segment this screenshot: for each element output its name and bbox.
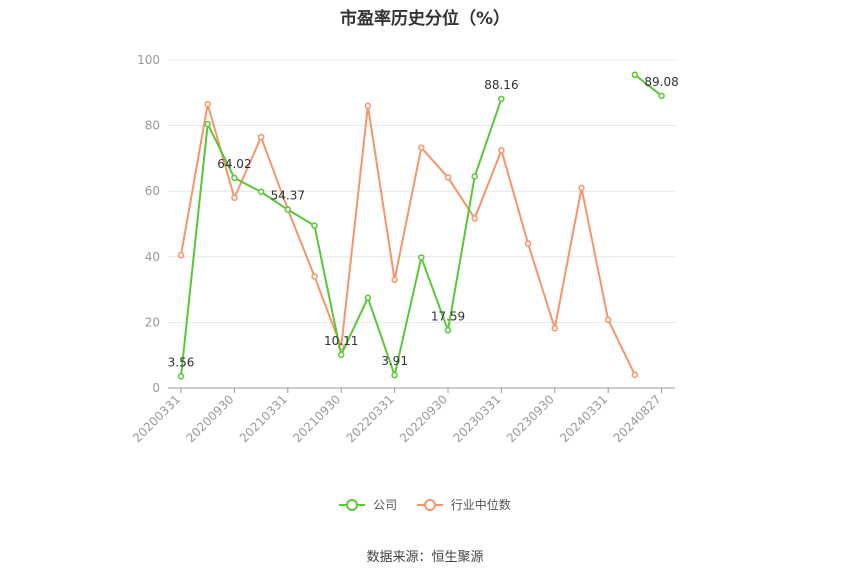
data-point-industry-median (231, 194, 238, 202)
x-tick-label: 20220331 (344, 392, 397, 445)
data-label-company: 10.11 (324, 334, 358, 348)
data-point-industry-median (604, 316, 612, 324)
chart-legend: 公司 行业中位数 (0, 496, 850, 513)
legend-item-industry-median[interactable]: 行业中位数 (416, 496, 511, 513)
data-label-company: 64.02 (217, 157, 251, 171)
data-label-company: 3.56 (168, 355, 195, 369)
data-point-industry-median (204, 101, 211, 108)
data-source-note: 数据来源：恒生聚源 (366, 550, 484, 565)
data-point-industry-median (578, 184, 585, 192)
x-tick-label: 20200930 (183, 392, 236, 445)
data-point-company (177, 373, 185, 380)
x-tick-label: 20210930 (290, 392, 343, 445)
legend-label-company: 公司 (373, 498, 398, 512)
x-tick-label: 20210331 (237, 392, 290, 445)
data-point-company (498, 95, 505, 103)
x-tick-label: 20200331 (130, 392, 183, 445)
data-point-company (231, 174, 238, 182)
legend-swatch-industry-median (416, 498, 443, 512)
data-point-industry-median (418, 144, 425, 151)
data-point-company (471, 173, 478, 180)
series-line-company (634, 73, 663, 97)
legend-item-company[interactable]: 公司 (339, 496, 397, 513)
data-point-industry-median (631, 371, 639, 379)
y-tick-label: 60 (145, 184, 160, 198)
data-point-industry-median (391, 276, 398, 284)
data-point-industry-median (364, 102, 372, 110)
data-point-industry-median (257, 133, 265, 141)
data-point-industry-median (177, 251, 185, 259)
data-point-company (204, 120, 211, 128)
data-point-industry-median (551, 325, 559, 332)
legend-swatch-company (339, 498, 366, 512)
data-point-company (391, 371, 398, 379)
x-tick-label: 20230930 (504, 392, 557, 445)
y-tick-label: 0 (152, 381, 160, 395)
data-point-company (444, 327, 452, 334)
data-point-company (257, 188, 265, 196)
data-label-company: 89.08 (644, 75, 678, 89)
data-label-company: 3.91 (381, 354, 408, 368)
data-point-industry-median (444, 174, 452, 181)
x-tick-label: 20220930 (397, 392, 450, 445)
y-tick-label: 40 (145, 250, 160, 264)
data-point-company (337, 351, 345, 359)
data-point-company (284, 206, 292, 213)
data-point-company (631, 71, 639, 79)
data-point-company (658, 92, 665, 100)
x-tick-label: 20230331 (450, 392, 503, 445)
data-label-company: 54.37 (271, 189, 305, 203)
data-point-company (311, 222, 318, 229)
data-label-company: 17.59 (431, 309, 465, 323)
data-point-company (418, 254, 425, 261)
chart-title: 市盈率历史分位（%） (339, 9, 511, 29)
data-point-industry-median (498, 146, 505, 154)
data-point-company (364, 294, 372, 302)
data-point-industry-median (471, 215, 478, 222)
y-tick-label: 100 (137, 53, 160, 67)
y-tick-label: 20 (145, 315, 160, 329)
data-point-industry-median (311, 273, 318, 280)
series-line-industry-median (180, 103, 636, 376)
x-tick-label: 20240827 (611, 392, 664, 445)
data-label-company: 88.16 (484, 78, 518, 92)
x-tick-label: 20240331 (557, 392, 610, 445)
legend-label-industry-median: 行业中位数 (450, 498, 511, 512)
data-point-industry-median (524, 240, 532, 247)
y-tick-label: 80 (145, 119, 160, 133)
